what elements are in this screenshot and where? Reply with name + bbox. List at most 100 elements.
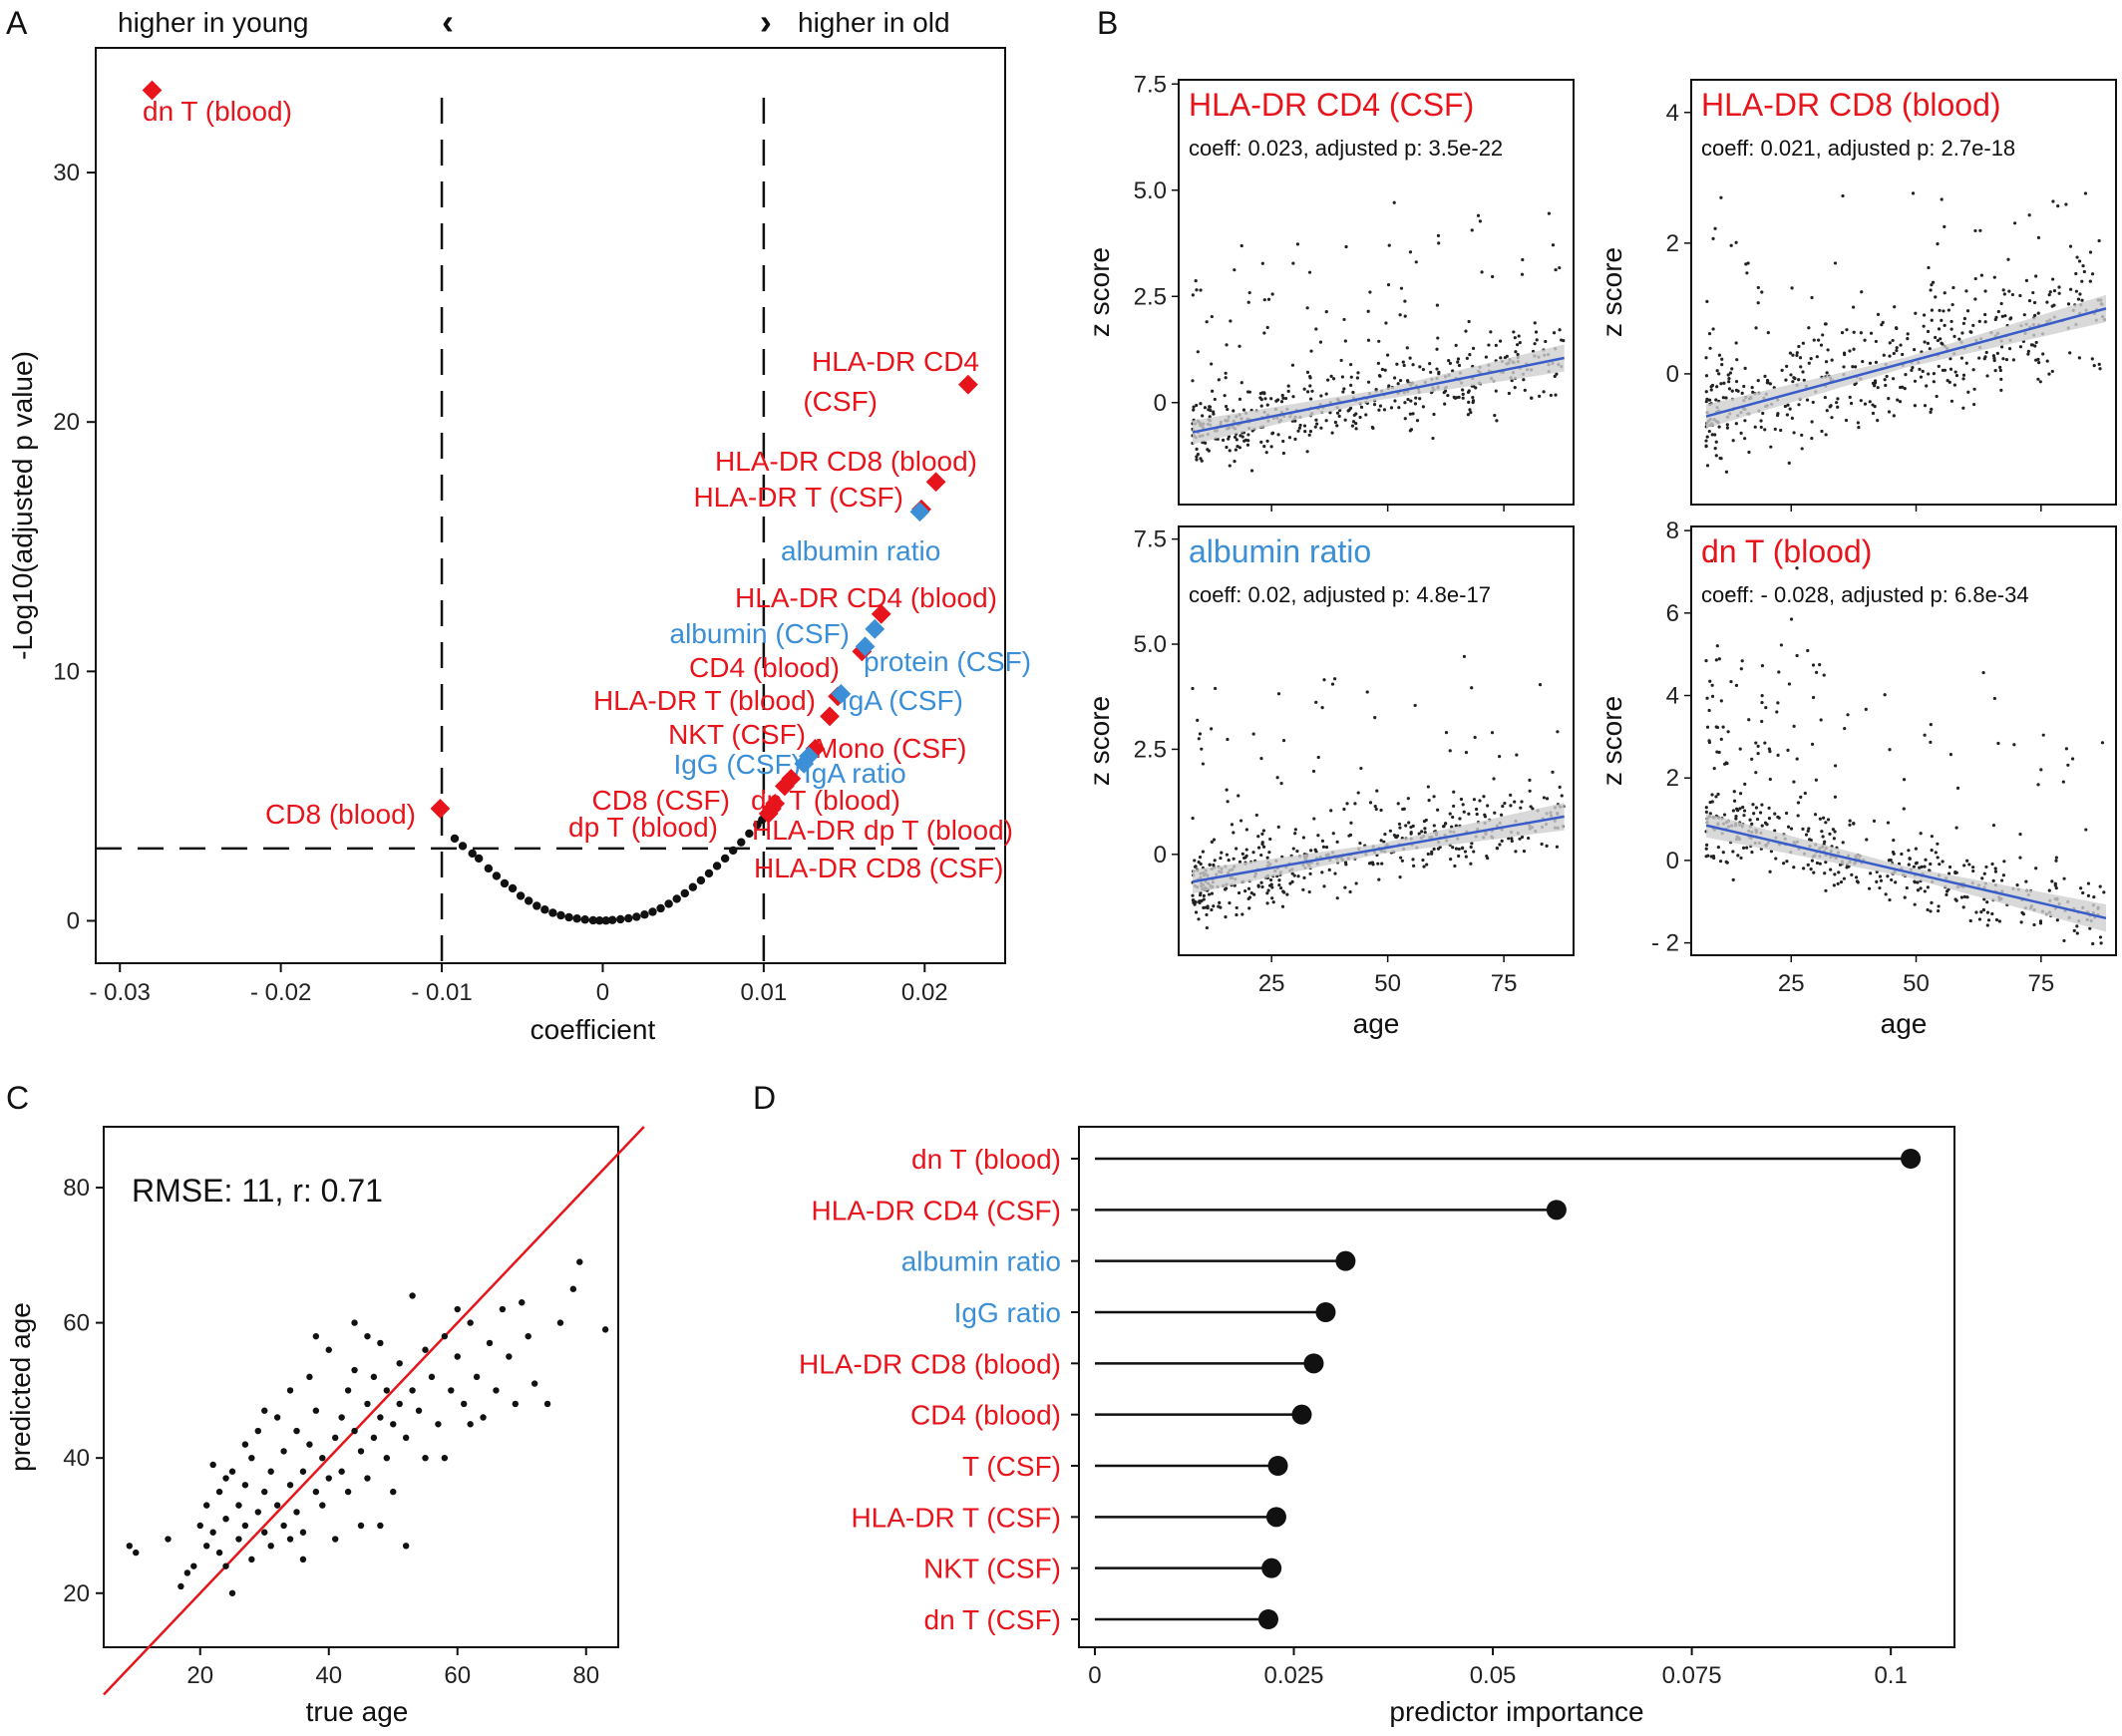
- x-tick-label: - 0.01: [411, 979, 472, 1006]
- data-point: [1200, 459, 1204, 463]
- data-point: [1734, 341, 1738, 345]
- data-point: [1856, 421, 1860, 425]
- data-point: [1275, 776, 1279, 780]
- data-point: [1977, 319, 1981, 324]
- data-point: [1730, 389, 1734, 393]
- data-point: [1451, 815, 1455, 820]
- data-point: [1800, 447, 1804, 451]
- data-point: [1741, 846, 1746, 850]
- data-point: [1930, 835, 1934, 839]
- data-point: [1399, 286, 1404, 290]
- data-point: [1414, 396, 1418, 400]
- data-point: [467, 1421, 474, 1428]
- data-point: [1736, 854, 1740, 858]
- data-point: [1734, 388, 1739, 392]
- data-point: [1714, 454, 1718, 458]
- data-point: [1333, 871, 1337, 875]
- data-point: [1263, 397, 1267, 401]
- data-point: [1558, 265, 1562, 270]
- data-point: [1447, 358, 1451, 363]
- data-point: [2051, 277, 2055, 281]
- data-point: [2018, 856, 2022, 860]
- data-point: [1249, 891, 1253, 895]
- data-point: [306, 1373, 313, 1381]
- data-point: [1521, 257, 1525, 262]
- data-point: [1912, 865, 1916, 868]
- data-point: [1954, 898, 1958, 902]
- data-point: [1742, 809, 1747, 813]
- data-point: [1954, 826, 1958, 830]
- data-point: [1547, 211, 1552, 215]
- data-point: [2066, 302, 2071, 306]
- data-point: [1220, 851, 1224, 855]
- data-point: [1964, 361, 1968, 365]
- data-point: [1267, 851, 1271, 855]
- x-tick-label: 0.025: [1263, 1662, 1323, 1689]
- data-point: [293, 1427, 300, 1435]
- data-point: [1288, 881, 1292, 885]
- data-point: [1921, 369, 1925, 373]
- data-point: [1714, 795, 1718, 799]
- data-point: [1281, 738, 1286, 743]
- data-point: [1812, 338, 1816, 342]
- data-point: [1237, 794, 1240, 798]
- data-point: [299, 1556, 307, 1563]
- data-point: [1264, 451, 1268, 455]
- data-point: [601, 916, 610, 925]
- data-point: [1383, 832, 1387, 837]
- data-point: [1468, 408, 1472, 412]
- data-point: [1503, 356, 1508, 360]
- data-point: [493, 1387, 500, 1394]
- data-point: [1213, 397, 1217, 402]
- data-point: [1850, 872, 1854, 876]
- data-point: [1739, 667, 1743, 671]
- data-point: [1719, 457, 1723, 461]
- data-point: [1464, 750, 1469, 755]
- data-point: [1191, 686, 1195, 691]
- data-point: [1810, 859, 1814, 863]
- data-point: [1247, 290, 1251, 295]
- data-point: [312, 1407, 320, 1414]
- data-point: [1265, 439, 1269, 443]
- data-point: [1952, 334, 1956, 338]
- data-point: [441, 1332, 449, 1340]
- data-point: [1205, 925, 1209, 930]
- data-point: [1544, 339, 1548, 344]
- data-point: [1501, 804, 1505, 809]
- data-point: [1309, 349, 1313, 353]
- data-point: [1947, 380, 1951, 384]
- panel-label-b: B: [1097, 5, 1118, 41]
- data-point: [1704, 810, 1708, 814]
- data-point: [1429, 370, 1433, 374]
- data-point: [1705, 397, 1709, 401]
- data-point: [1443, 389, 1448, 393]
- data-point: [688, 882, 698, 891]
- data-point: [1406, 397, 1410, 402]
- data-point: [273, 1502, 281, 1509]
- data-point: [1268, 837, 1272, 842]
- data-point: [1462, 654, 1467, 659]
- data-point: [1756, 301, 1760, 305]
- data-point: [1461, 392, 1465, 396]
- data-point: [1707, 740, 1712, 745]
- data-point: [2026, 349, 2030, 353]
- data-point: [1887, 410, 1892, 414]
- x-tick-label: 0.075: [1662, 1662, 1722, 1689]
- data-point: [1902, 778, 1907, 782]
- data-point: [1428, 362, 1432, 366]
- y-tick-label: 40: [63, 1445, 90, 1472]
- data-point: [1903, 895, 1907, 899]
- data-point: [1206, 904, 1210, 908]
- data-point: [1928, 347, 1932, 351]
- data-point: [1719, 699, 1723, 703]
- data-point: [1238, 434, 1242, 438]
- data-point: [1200, 747, 1204, 751]
- data-point: [1409, 399, 1413, 403]
- data-point: [1520, 800, 1524, 804]
- data-point: [1493, 414, 1497, 418]
- data-point: [1422, 819, 1427, 824]
- data-point: [1296, 874, 1300, 878]
- data-point: [1495, 847, 1500, 851]
- data-point: [1226, 800, 1230, 804]
- data-point: [1951, 285, 1955, 290]
